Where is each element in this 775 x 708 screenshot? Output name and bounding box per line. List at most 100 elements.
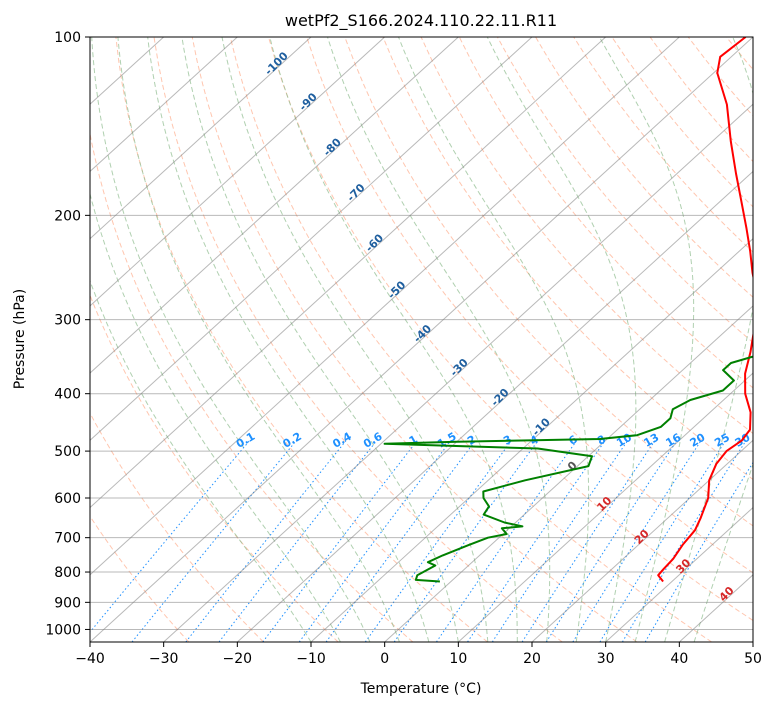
y-tick-label: 300	[54, 313, 81, 329]
moist-adiabat-line	[117, 37, 400, 642]
isotherm-line	[384, 305, 753, 642]
moist-adiabat-line	[269, 37, 518, 642]
x-tick-label: −30	[149, 651, 179, 667]
moist-adiabat-line	[327, 37, 551, 642]
isotherm-line	[90, 37, 607, 509]
dry-adiabat-line	[268, 37, 753, 622]
isotherms	[90, 37, 753, 642]
mixing-ratio-line	[262, 440, 418, 642]
mixing-ratio-line	[90, 440, 250, 633]
x-axis: −40 −30 −20 −10 0 10 20 30 40 50	[75, 642, 762, 667]
dry-adiabat-line	[115, 37, 488, 642]
dry-adiabat-line	[611, 37, 753, 208]
mixing-ratio-line	[185, 440, 347, 642]
isotherm-line	[90, 37, 533, 442]
mixing-ratio-line	[467, 440, 606, 642]
mixing-ratio-line	[218, 440, 378, 642]
isotherm-line	[90, 37, 680, 576]
mixing-ratio-line	[521, 440, 656, 642]
isotherm-label: 30	[673, 556, 693, 576]
isotherm-line	[752, 641, 753, 642]
y-tick-label: 500	[54, 444, 81, 460]
dry-adiabat-line	[726, 37, 753, 71]
mixing-ratio-line	[364, 440, 512, 642]
isotherm-line	[457, 372, 753, 642]
x-tick-label: 50	[744, 651, 762, 667]
isotherm-label: -100	[262, 49, 291, 78]
y-axis: 100 200 300 400 500 600 700 800 900 1000	[45, 30, 90, 638]
isotherm-line	[90, 37, 753, 642]
dewpoint-profile-line	[383, 355, 753, 583]
moist-adiabat-line	[398, 37, 590, 642]
moist-adiabat-line	[90, 279, 312, 642]
dry-adiabat-line	[382, 37, 753, 481]
moist-adiabat-line	[693, 462, 753, 642]
isotherm-line	[531, 439, 753, 642]
x-tick-label: 30	[597, 651, 615, 667]
mixing-ratio-lines	[90, 440, 753, 642]
isotherm-line	[236, 170, 753, 642]
moist-adiabat-line	[147, 37, 430, 642]
y-tick-label: 1000	[45, 622, 81, 638]
moist-adiabat-line	[181, 37, 459, 642]
moist-adiabat-line	[90, 191, 341, 642]
isotherm-label: 10	[594, 494, 614, 514]
sounding-profiles	[383, 37, 753, 583]
isotherm-label: -20	[488, 386, 511, 409]
x-tick-label: 40	[670, 651, 688, 667]
dry-adiabat-line	[687, 37, 753, 117]
isotherm-label: -60	[363, 231, 386, 254]
isotherm-label: 40	[717, 584, 737, 604]
isotherm-line	[90, 37, 386, 307]
isotherm-label: -30	[448, 356, 471, 379]
moist-adiabat-line	[486, 37, 637, 642]
dry-adiabat-line	[765, 37, 775, 642]
isotherm-label: -80	[321, 135, 344, 158]
mixing-ratio-label: 0.6	[361, 430, 385, 451]
isotherm-label: -50	[385, 278, 408, 301]
moist-adiabat-line	[221, 37, 489, 642]
x-tick-label: −40	[75, 651, 105, 667]
moist-adiabat-line	[598, 37, 695, 642]
mixing-ratio-line	[572, 440, 702, 642]
mixing-ratio-line	[325, 440, 476, 642]
y-axis-title: Pressure (hPa)	[12, 289, 28, 389]
isotherm-label: -70	[344, 181, 367, 204]
isobars	[90, 37, 753, 630]
temperature-profile-line	[657, 37, 753, 583]
x-axis-title: Temperature (°C)	[360, 681, 482, 697]
dry-adiabat-line	[306, 37, 753, 574]
chart-title: wetPf2_S166.2024.110.22.11.R11	[285, 11, 557, 31]
isotherm-line	[90, 37, 312, 240]
isotherm-line	[163, 103, 753, 642]
mixing-ratio-line	[599, 440, 727, 642]
dry-adiabat-line	[191, 37, 638, 642]
mixing-ratio-label: 20	[688, 431, 708, 450]
mixing-ratio-label: 0.1	[234, 430, 257, 451]
dry-adiabat-line	[90, 515, 190, 642]
mixing-ratio-line	[545, 440, 678, 642]
dry-adiabat-line	[344, 37, 753, 527]
isotherm-label: -90	[297, 90, 320, 113]
moist-adiabat-line	[91, 37, 371, 642]
x-tick-label: 0	[380, 651, 389, 667]
mixing-ratio-line	[621, 440, 747, 642]
y-tick-label: 600	[54, 491, 81, 507]
mixing-ratio-line	[393, 440, 539, 642]
dry-adiabat-line	[496, 37, 753, 344]
dry-adiabat-line	[90, 412, 264, 642]
isotherm-label: 20	[632, 527, 652, 547]
isotherm-line	[310, 237, 753, 642]
isotherm-line	[605, 506, 753, 642]
mixing-ratio-label: 36	[753, 431, 773, 450]
mixing-ratio-label: 25	[712, 431, 732, 450]
mixing-ratio-line	[131, 440, 297, 642]
x-tick-label: 10	[449, 651, 467, 667]
y-tick-label: 100	[54, 30, 81, 46]
mixing-ratio-line	[435, 440, 578, 642]
dry-adiabat-line	[535, 37, 753, 298]
plot-frame	[89, 36, 754, 643]
isotherm-line	[90, 37, 238, 173]
mixing-ratio-line	[491, 440, 629, 642]
